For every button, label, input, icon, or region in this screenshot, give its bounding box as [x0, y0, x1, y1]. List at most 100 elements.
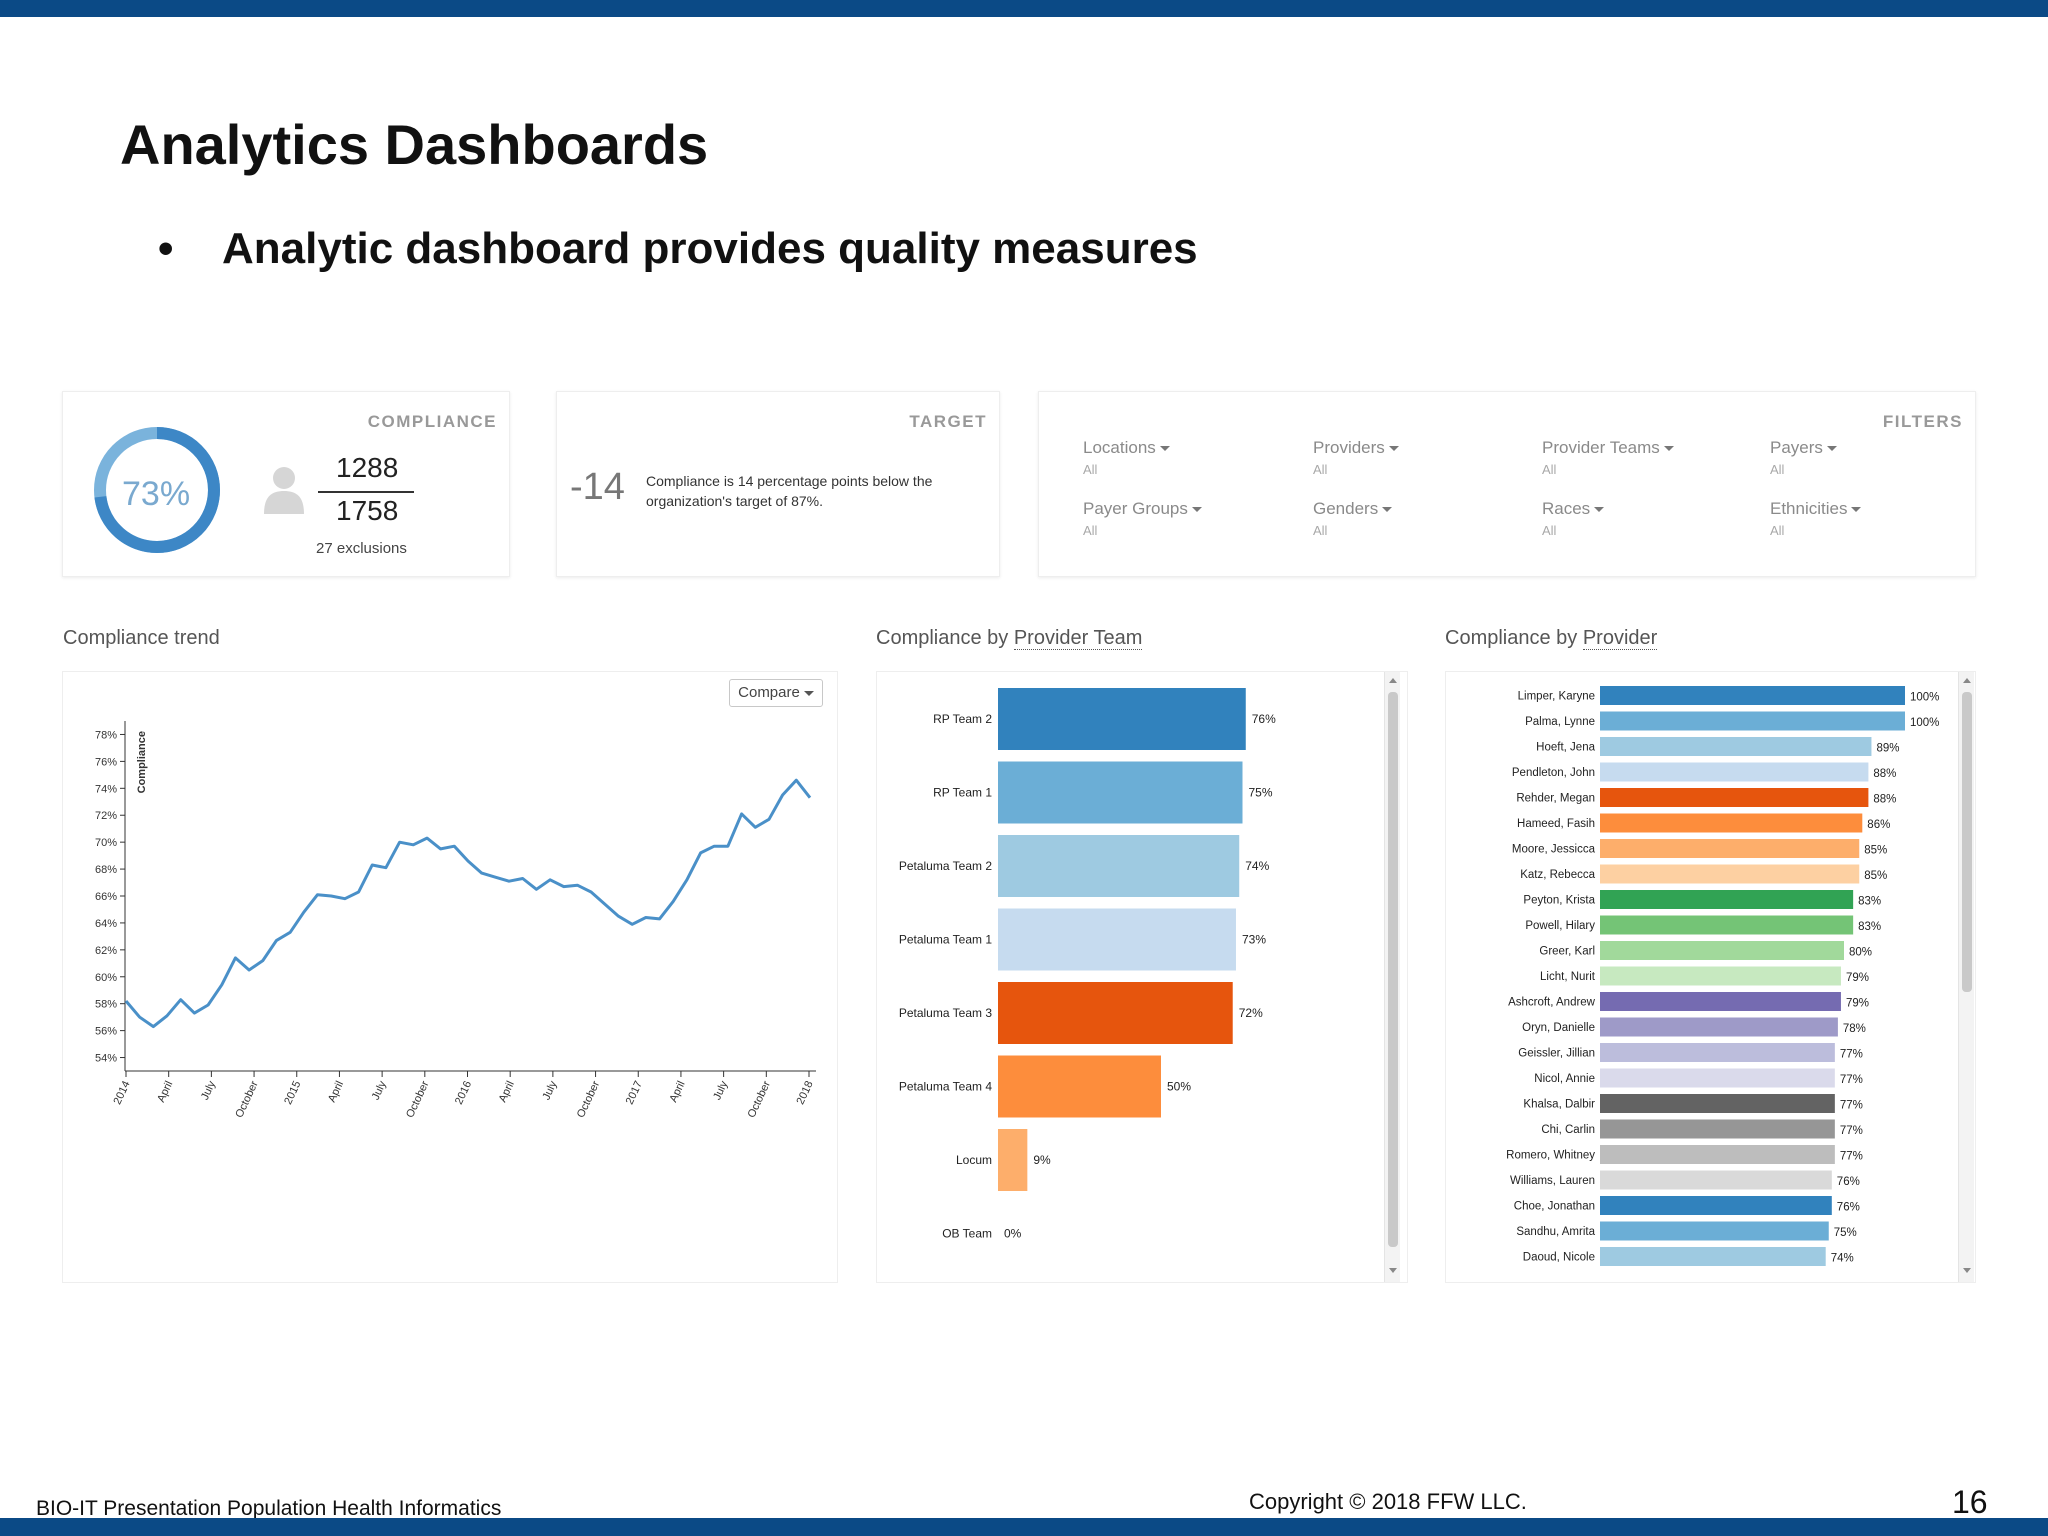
provider-bar-value: 100% — [1910, 692, 1939, 704]
provider-bar-label: Palma, Lynne — [1525, 716, 1595, 728]
provider-bar-value: 76% — [1837, 1202, 1860, 1214]
provider-bar-label: Moore, Jessicca — [1512, 844, 1596, 856]
team-scrollbar[interactable] — [1384, 672, 1400, 1282]
trend-x-tick-label: 2016 — [453, 1079, 474, 1106]
provider-bar — [1600, 762, 1869, 782]
filter-provider-teams[interactable]: Provider Teams All — [1542, 438, 1674, 477]
provider-bar — [1600, 839, 1860, 858]
filter-name: Genders — [1313, 499, 1379, 518]
filter-value: All — [1313, 523, 1328, 538]
scroll-down-icon[interactable] — [1963, 1268, 1971, 1273]
trend-x-tick-label: October — [746, 1079, 774, 1120]
provider-bar — [1600, 711, 1905, 731]
caret-down-icon — [803, 690, 814, 696]
filter-providers[interactable]: Providers All — [1313, 438, 1399, 477]
caret-down-icon — [1663, 446, 1674, 452]
provider-scrollbar[interactable] — [1958, 672, 1974, 1282]
compare-button[interactable]: Compare — [729, 679, 823, 707]
team-bar-value: 0% — [1004, 1227, 1022, 1241]
provider-bar — [1600, 1119, 1835, 1139]
provider-bar — [1600, 686, 1905, 705]
team-bar — [998, 835, 1240, 897]
provider-bar — [1600, 1196, 1832, 1215]
provider-bar — [1600, 890, 1854, 909]
filter-payer-groups[interactable]: Payer Groups All — [1083, 499, 1202, 538]
provider-scroll-thumb[interactable] — [1962, 692, 1972, 992]
provider-bar-label: Khalsa, Dalbir — [1523, 1099, 1595, 1111]
trend-y-tick-label: 68% — [95, 864, 117, 876]
trend-y-tick-label: 56% — [95, 1026, 117, 1038]
trend-x-tick-label: 2018 — [794, 1079, 815, 1106]
filter-locations[interactable]: Locations All — [1083, 438, 1170, 477]
trend-y-tick-label: 70% — [95, 837, 117, 849]
trend-y-tick-label: 66% — [95, 891, 117, 903]
trend-x-tick-label: October — [575, 1079, 603, 1120]
trend-x-tick-label: July — [540, 1079, 559, 1102]
trend-chart: 78% 76% 74% 72% 70% 68% 66% 64% 62% 60% 58% 56% 54% C… — [95, 721, 816, 1120]
trend-y-axis-label: Compliance — [136, 731, 148, 793]
trend-y-tick-label: 64% — [95, 918, 117, 930]
filter-name: Payer Groups — [1083, 499, 1188, 518]
provider-bar-value: 75% — [1834, 1227, 1857, 1239]
caret-down-icon — [1388, 446, 1399, 452]
provider-bar-label: Romero, Whitney — [1506, 1150, 1595, 1162]
filter-ethnicities[interactable]: Ethnicities All — [1770, 499, 1862, 538]
filter-genders[interactable]: Genders All — [1313, 499, 1393, 538]
provider-bar — [1600, 1145, 1835, 1164]
provider-title-link[interactable]: Provider — [1582, 627, 1658, 650]
caret-down-icon — [1191, 507, 1202, 513]
compliance-label: COMPLIANCE — [367, 412, 497, 431]
filter-name: Ethnicities — [1770, 499, 1848, 518]
trend-y-tick-label: 62% — [95, 945, 117, 957]
provider-bar-value: 88% — [1873, 768, 1896, 780]
provider-bar-label: Licht, Nurit — [1540, 971, 1596, 983]
provider-bar-label: Katz, Rebecca — [1520, 869, 1595, 881]
trend-title: Compliance trend — [63, 627, 220, 649]
provider-bar — [1600, 1221, 1829, 1241]
team-bar-label: RP Team 2 — [933, 712, 992, 726]
team-bar-value: 50% — [1167, 1080, 1191, 1094]
trend-x-tick-label: April — [326, 1079, 346, 1104]
trend-panel — [62, 671, 838, 1283]
scroll-down-icon[interactable] — [1389, 1268, 1397, 1273]
provider-bar-label: Powell, Hilary — [1525, 920, 1595, 932]
provider-bar — [1600, 992, 1841, 1011]
compliance-ring — [94, 427, 220, 553]
provider-bar-label: Sandhu, Amrita — [1516, 1226, 1595, 1238]
provider-bar-value: 77% — [1840, 1049, 1863, 1061]
team-title-link[interactable]: Provider Team — [1013, 627, 1143, 650]
exclusions-count[interactable]: 27 exclusions — [316, 540, 407, 557]
team-bar-value: 75% — [1249, 786, 1273, 800]
page-number: 16 — [1952, 1484, 1988, 1520]
team-bar-label: Petaluma Team 3 — [899, 1006, 992, 1020]
team-bar-chart: RP Team 2 76% RP Team 1 75% Petaluma Team 2 7… — [899, 688, 1276, 1241]
team-bar-value: 9% — [1033, 1153, 1051, 1167]
slide-title: Analytics Dashboards — [120, 113, 709, 176]
trend-x-tick-label: October — [404, 1079, 432, 1120]
team-bar-value: 76% — [1252, 712, 1276, 726]
filter-races[interactable]: Races All — [1542, 499, 1605, 538]
footer-copyright: Copyright © 2018 FFW LLC. — [1249, 1489, 1527, 1514]
trend-y-tick-label: 74% — [95, 783, 117, 795]
trend-y-tick-label: 76% — [95, 756, 117, 768]
provider-bar — [1600, 788, 1869, 807]
scroll-up-icon[interactable] — [1389, 678, 1397, 683]
provider-bar — [1600, 737, 1872, 756]
scroll-up-icon[interactable] — [1963, 678, 1971, 683]
trend-x-tick-label: 2014 — [111, 1079, 132, 1106]
trend-y-tick-label: 60% — [95, 972, 117, 984]
provider-bar-value: 83% — [1858, 896, 1881, 908]
team-bar — [998, 688, 1246, 750]
header-bar — [0, 0, 2048, 17]
provider-bar-label: Daoud, Nicole — [1523, 1252, 1595, 1264]
provider-bar-label: Williams, Lauren — [1510, 1175, 1595, 1187]
filter-payers[interactable]: Payers All — [1770, 438, 1837, 477]
filter-name: Providers — [1313, 438, 1385, 457]
provider-bar-label: Limper, Karyne — [1518, 691, 1595, 703]
team-bar-value: 74% — [1245, 859, 1269, 873]
compliance-ring-arc — [94, 427, 220, 553]
trend-x-tick-label: 2017 — [624, 1079, 645, 1106]
provider-bar-label: Nicol, Annie — [1534, 1073, 1595, 1085]
trend-x-tick-label: April — [667, 1079, 687, 1104]
team-scroll-thumb[interactable] — [1388, 692, 1398, 1247]
